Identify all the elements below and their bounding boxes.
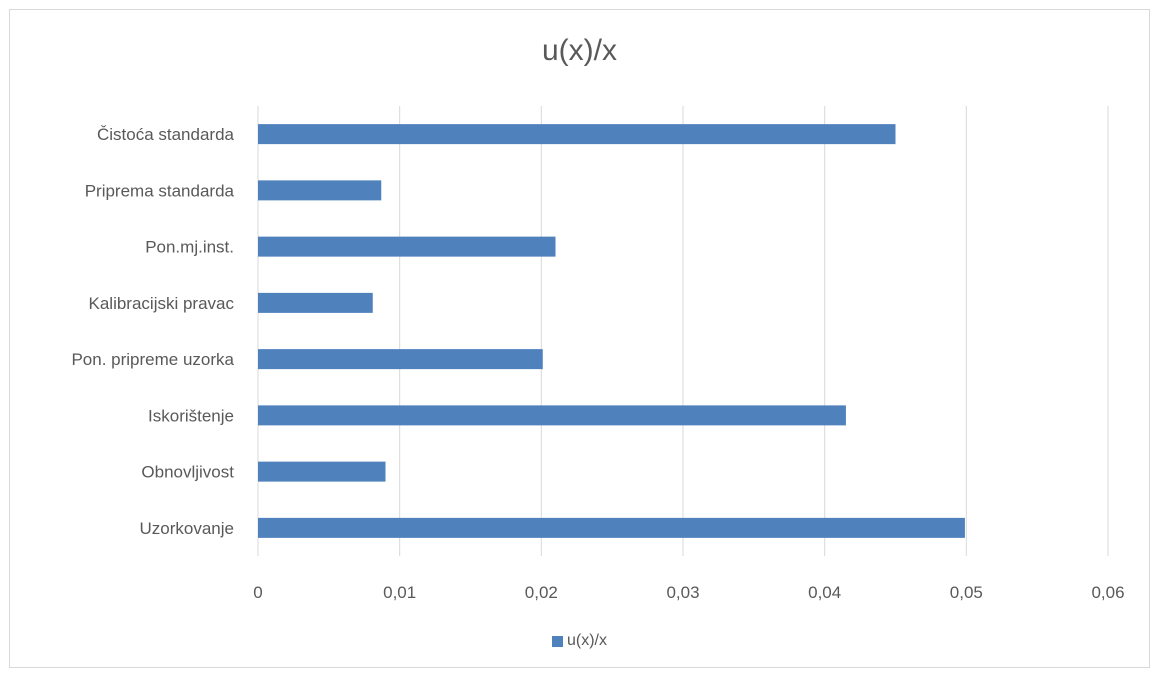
bar (258, 236, 556, 257)
legend: u(x)/x (0, 632, 1159, 650)
x-tick-label: 0,05 (950, 583, 983, 602)
bar (258, 517, 965, 538)
bar (258, 461, 386, 482)
chart-frame (9, 9, 1150, 668)
x-tick-labels: 0 0,01 0,02 0,03 0,04 0,05 0,06 (253, 583, 1124, 602)
category-label: Pon.mj.inst. (145, 238, 234, 257)
category-label: Iskorištenje (148, 406, 234, 425)
legend-swatch (552, 635, 563, 647)
x-tick-label: 0,03 (666, 583, 699, 602)
category-label: Pon. pripreme uzorka (71, 350, 234, 369)
x-tick-label: 0,01 (383, 583, 416, 602)
x-tick-label: 0,02 (525, 583, 558, 602)
bar (258, 124, 896, 145)
bar (258, 180, 382, 201)
category-label: Čistoća standarda (97, 125, 235, 144)
gridlines (257, 106, 1109, 556)
chart-title: u(x)/x (542, 34, 617, 67)
bars (258, 124, 965, 538)
category-labels: Čistoća standarda Priprema standarda Pon.m… (71, 125, 234, 538)
x-tick-label: 0 (253, 583, 262, 602)
category-label: Obnovljivost (141, 463, 234, 482)
bar (258, 405, 846, 426)
bar (258, 292, 373, 313)
category-label: Kalibracijski pravac (89, 294, 235, 313)
x-tick-label: 0,04 (808, 583, 841, 602)
legend-label: u(x)/x (567, 632, 607, 649)
bar (258, 349, 543, 370)
x-tick-label: 0,06 (1091, 583, 1124, 602)
category-label: Priprema standarda (85, 181, 235, 200)
category-label: Uzorkovanje (140, 519, 235, 538)
